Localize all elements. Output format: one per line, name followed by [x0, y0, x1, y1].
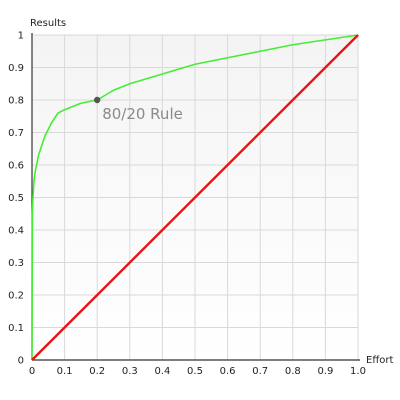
- y-axis-title: Results: [30, 18, 66, 29]
- x-tick-label: 0.5: [187, 366, 203, 377]
- annotation-label: 80/20 Rule: [102, 105, 183, 123]
- y-tick-label: 0.5: [8, 193, 24, 204]
- x-tick-label: 0.1: [57, 366, 73, 377]
- y-tick-label: 0: [18, 356, 24, 367]
- pareto-curve-line: [31, 34, 359, 361]
- x-tick-label: 0.2: [89, 366, 105, 377]
- y-tick-label: 1: [18, 31, 24, 42]
- x-tick-label: 0.4: [154, 366, 170, 377]
- y-tick-label: 0.3: [8, 258, 24, 269]
- series-layer: [31, 34, 359, 361]
- x-axis-title: Effort: [366, 355, 393, 366]
- x-tick-label: 0: [29, 366, 35, 377]
- x-tick-label: 0.6: [220, 366, 236, 377]
- x-tick-label: 0.3: [122, 366, 138, 377]
- y-tick-label: 0.1: [8, 323, 24, 334]
- y-tick-label: 0.9: [8, 63, 24, 74]
- y-tick-label: 0.4: [8, 226, 24, 237]
- y-tick-label: 0.7: [8, 128, 24, 139]
- x-tick-label: 0.9: [317, 366, 333, 377]
- y-tick-label: 0.2: [8, 291, 24, 302]
- y-tick-label: 0.8: [8, 96, 24, 107]
- x-tick-label: 0.7: [252, 366, 268, 377]
- y-tick-label: 0.6: [8, 161, 24, 172]
- x-tick-label: 1.0: [350, 366, 366, 377]
- annotation-point: [94, 96, 101, 104]
- x-tick-label: 0.8: [285, 366, 301, 377]
- diagonal-line: [31, 34, 359, 361]
- tick-labels: 0 0.1 0.2 0.3 0.4 0.5 0.6 0.7 0.8 0.9 1.0 0 0.1 0.2 0.…: [8, 31, 366, 378]
